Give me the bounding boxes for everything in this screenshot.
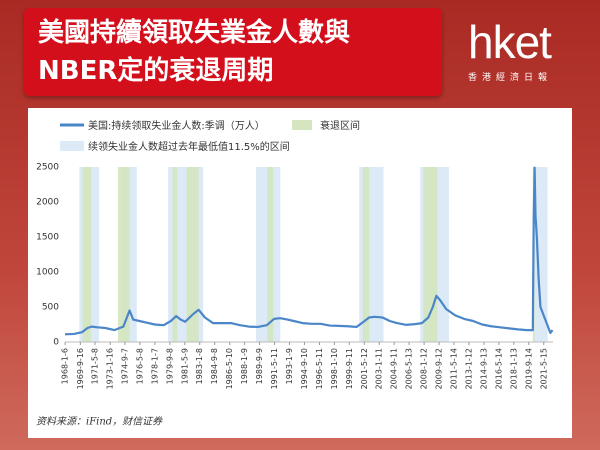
title-line: NBER定的衰退周期 <box>38 56 274 86</box>
x-tick-label: 1994-9-10 <box>300 348 309 389</box>
x-tick-label: 2019-9-14 <box>524 348 533 389</box>
x-tick-label: 2001-5-12 <box>360 348 369 389</box>
y-tick-label: 1500 <box>36 233 59 243</box>
x-tick-label: 1996-5-11 <box>315 348 324 389</box>
y-tick-label: 0 <box>53 338 59 348</box>
x-tick-label: 1981-5-9 <box>180 348 189 384</box>
x-tick-label: 1976-5-8 <box>135 348 144 384</box>
x-tick-label: 2014-9-13 <box>479 348 488 389</box>
x-tick-label: 1989-9-9 <box>255 348 264 384</box>
shaded-interval <box>423 167 438 342</box>
x-tick-label: 1968-1-6 <box>61 348 70 384</box>
legend-swatch <box>60 141 84 151</box>
title-line: 美國持續領取失業金人數與 <box>38 18 351 48</box>
x-tick-label: 1999-9-11 <box>345 348 354 389</box>
shaded-interval <box>533 167 548 342</box>
logo: hket 香港經濟日報 <box>468 18 552 83</box>
y-tick-label: 2500 <box>36 163 59 173</box>
x-tick-label: 1998-1-10 <box>330 348 339 389</box>
x-tick-label: 1979-9-8 <box>165 348 174 384</box>
x-tick-label: 2009-9-12 <box>435 348 444 389</box>
shaded-interval <box>362 167 370 342</box>
shaded-interval <box>267 167 274 342</box>
x-tick-label: 2016-5-14 <box>494 348 503 389</box>
x-tick-label: 2021-5-15 <box>539 348 548 389</box>
shaded-interval <box>117 167 130 342</box>
x-tick-label: 1973-1-16 <box>106 348 115 389</box>
legend-label: 美国:持续领取失业金人数:季调（万人） <box>88 119 265 132</box>
logo-subtext: 香港經濟日報 <box>468 73 553 83</box>
x-tick-label: 1978-1-7 <box>150 348 159 384</box>
x-tick-label: 1993-1-9 <box>285 348 294 384</box>
shaded-interval <box>172 167 178 342</box>
y-tick-label: 500 <box>42 303 59 313</box>
x-tick-label: 2006-5-13 <box>405 348 414 389</box>
x-tick-label: 1974-9-7 <box>120 348 129 384</box>
x-tick-label: 2018-1-13 <box>509 348 518 389</box>
source: 资料来源：iFind，财信证券 <box>36 416 163 428</box>
data-line <box>64 166 554 336</box>
x-tick-label: 1986-5-10 <box>225 348 234 389</box>
legend-swatch <box>292 120 312 130</box>
legend-label: 衰退区间 <box>320 119 360 132</box>
y-tick-label: 2000 <box>36 198 59 208</box>
title-box: 美國持續領取失業金人數與 NBER定的衰退周期 <box>24 8 442 96</box>
x-tick-label: 1971-5-8 <box>91 348 100 384</box>
x-tick-label: 1969-9-16 <box>76 348 85 389</box>
shaded-interval <box>82 167 92 342</box>
x-tick-label: 2004-9-11 <box>390 348 399 389</box>
x-tick-label: 1988-1-9 <box>240 348 249 384</box>
x-tick-label: 1984-9-8 <box>210 348 219 384</box>
x-tick-label: 2008-1-12 <box>420 348 429 389</box>
x-tick-label: 1991-5-11 <box>270 348 279 389</box>
x-tick-label: 1983-1-8 <box>195 348 204 384</box>
y-tick-label: 1000 <box>36 268 59 278</box>
logo-text: hket <box>468 16 552 68</box>
shaded-interval <box>186 167 199 342</box>
legend-label: 续领失业金人数超过去年最低值11.5%的区间 <box>88 140 290 153</box>
x-tick-label: 2003-1-11 <box>375 348 384 389</box>
x-tick-label: 2013-1-12 <box>464 348 473 389</box>
x-tick-label: 2011-5-14 <box>449 348 458 389</box>
